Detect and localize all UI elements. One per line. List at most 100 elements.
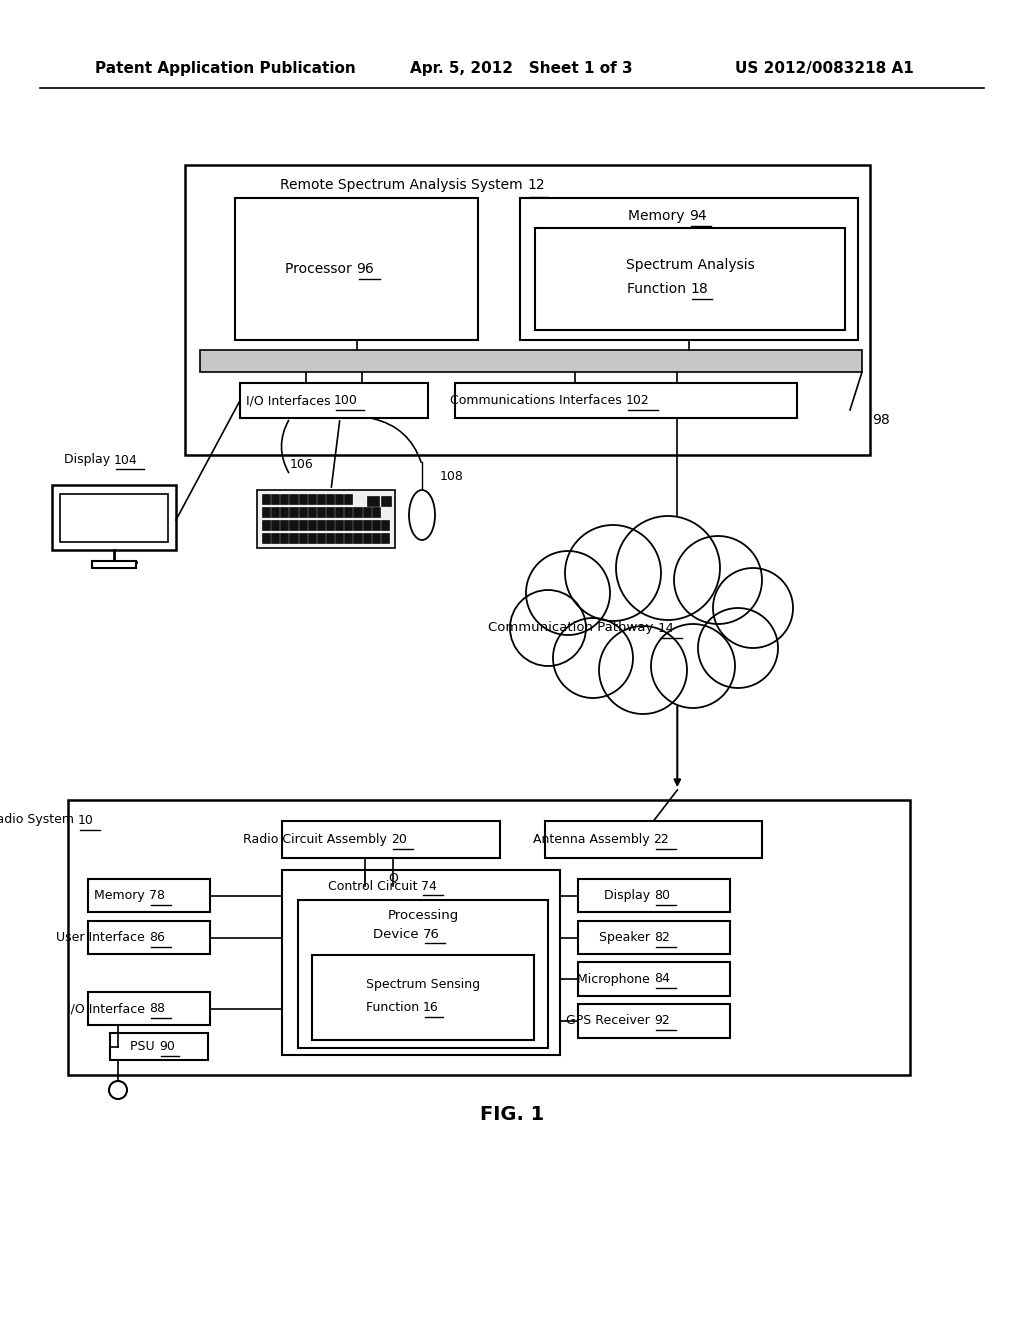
Circle shape (674, 536, 762, 624)
Text: 20: 20 (391, 833, 407, 846)
Bar (110, 1034, 208, 1060)
Circle shape (510, 590, 586, 667)
Text: Q: Q (388, 871, 397, 884)
Bar (290, 533, 298, 543)
Bar (262, 494, 270, 504)
Text: I/O Interfaces: I/O Interfaces (246, 393, 334, 407)
Text: Antenna Assembly: Antenna Assembly (532, 833, 653, 846)
Text: Spectrum Analysis: Spectrum Analysis (626, 257, 755, 272)
Text: Remote Spectrum Analysis System: Remote Spectrum Analysis System (281, 178, 527, 191)
Bar (344, 507, 352, 517)
Bar (88, 993, 210, 1026)
Text: FIG. 1: FIG. 1 (480, 1106, 544, 1125)
Bar (326, 507, 334, 517)
Bar (316, 520, 325, 531)
Bar (381, 520, 389, 531)
Circle shape (713, 568, 793, 648)
Bar (290, 494, 298, 504)
Bar (271, 494, 280, 504)
Bar (60, 494, 168, 543)
Bar (200, 350, 862, 372)
Bar (344, 520, 352, 531)
Bar (316, 533, 325, 543)
Text: 90: 90 (159, 1040, 175, 1053)
Bar (282, 870, 560, 1055)
Text: 98: 98 (872, 413, 890, 426)
Bar (326, 520, 334, 531)
Bar (316, 507, 325, 517)
Text: US 2012/0083218 A1: US 2012/0083218 A1 (735, 61, 913, 75)
Text: 108: 108 (440, 470, 464, 483)
Bar (372, 507, 380, 517)
Bar (281, 507, 289, 517)
Bar (335, 494, 343, 504)
Bar (535, 228, 845, 330)
Text: 82: 82 (654, 931, 670, 944)
Bar (335, 520, 343, 531)
Bar (185, 165, 870, 455)
Bar (299, 533, 307, 543)
Bar (281, 533, 289, 543)
Circle shape (565, 525, 662, 620)
Bar (381, 496, 391, 506)
Bar (455, 383, 797, 418)
Bar (545, 821, 762, 858)
Bar (316, 494, 325, 504)
Bar (271, 520, 280, 531)
Text: Memory: Memory (94, 888, 150, 902)
Text: Processing: Processing (387, 909, 459, 923)
Text: 14: 14 (658, 622, 675, 635)
Text: Speaker: Speaker (599, 931, 654, 944)
Bar (234, 198, 478, 341)
Text: Memory: Memory (628, 209, 689, 223)
Circle shape (651, 624, 735, 708)
Bar (308, 520, 315, 531)
Text: 10: 10 (78, 813, 94, 826)
Text: Device: Device (373, 928, 423, 940)
Bar (578, 879, 730, 912)
Bar (578, 962, 730, 997)
Text: 84: 84 (654, 973, 670, 986)
Text: Microphone: Microphone (578, 973, 654, 986)
Bar (257, 490, 395, 548)
Bar (52, 484, 176, 550)
Text: 78: 78 (150, 888, 165, 902)
Bar (362, 520, 371, 531)
Bar (362, 533, 371, 543)
Bar (240, 383, 428, 418)
Bar (335, 533, 343, 543)
Text: I/O Interface: I/O Interface (67, 1002, 150, 1015)
Bar (262, 533, 270, 543)
Bar (308, 533, 315, 543)
Text: Communication Pathway: Communication Pathway (488, 622, 658, 635)
Text: 106: 106 (290, 458, 313, 471)
Text: 88: 88 (150, 1002, 165, 1015)
Bar (344, 494, 352, 504)
Bar (353, 520, 361, 531)
Circle shape (526, 550, 610, 635)
Text: 76: 76 (423, 928, 440, 940)
Bar (262, 507, 270, 517)
Bar (88, 879, 210, 912)
Text: User Interface: User Interface (56, 931, 150, 944)
Bar (372, 520, 380, 531)
Bar (92, 561, 136, 568)
Text: 104: 104 (114, 454, 138, 466)
Text: GPS Receiver: GPS Receiver (566, 1015, 654, 1027)
Text: Radio System: Radio System (0, 813, 78, 826)
Bar (281, 520, 289, 531)
Bar (299, 494, 307, 504)
Bar (344, 533, 352, 543)
Bar (578, 921, 730, 954)
Bar (326, 533, 334, 543)
Bar (271, 533, 280, 543)
Text: 18: 18 (690, 282, 708, 296)
Bar (290, 507, 298, 517)
Text: 100: 100 (334, 393, 357, 407)
Bar (312, 954, 534, 1040)
Text: 86: 86 (150, 931, 165, 944)
Circle shape (616, 516, 720, 620)
Bar (298, 900, 548, 1048)
Text: Display: Display (63, 454, 114, 466)
Bar (578, 1005, 730, 1038)
